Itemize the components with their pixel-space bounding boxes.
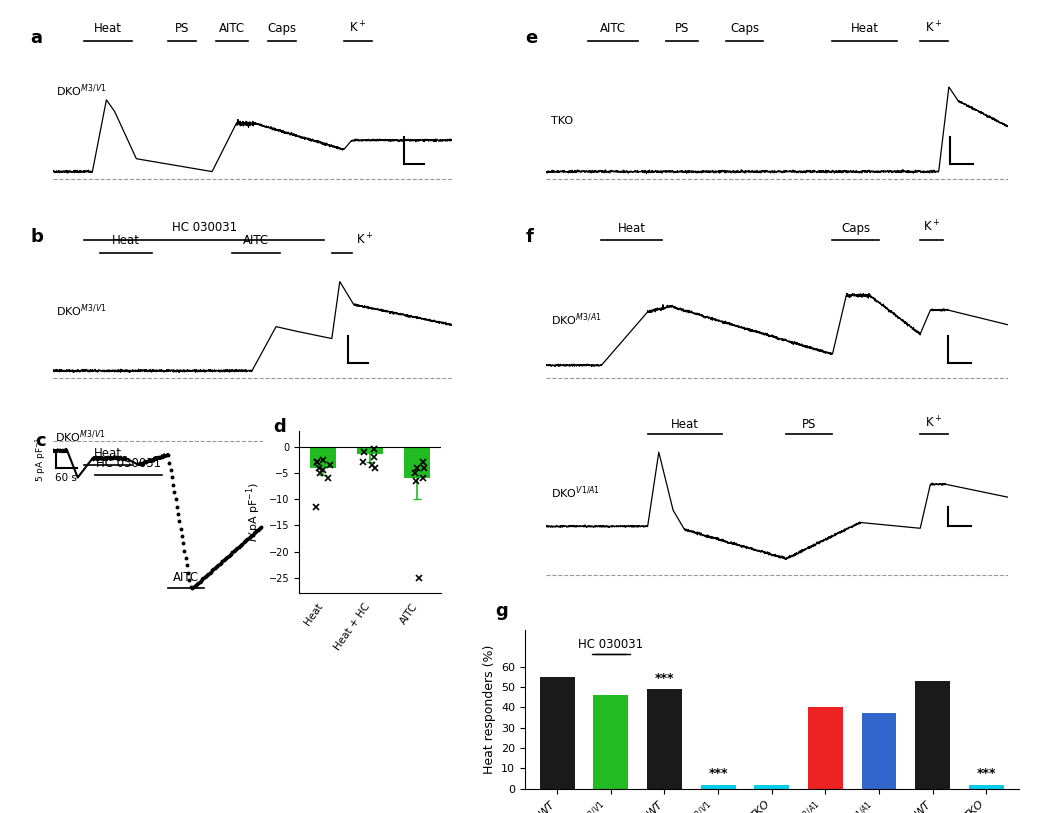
Text: K$^+$: K$^+$: [923, 220, 941, 235]
Text: PS: PS: [802, 418, 817, 431]
Text: a: a: [30, 29, 43, 47]
Text: c: c: [36, 433, 46, 450]
Text: 60 s: 60 s: [56, 473, 77, 483]
Text: ***: ***: [976, 767, 996, 780]
Bar: [862, 714, 897, 789]
Text: DKO$^{M3/A1}$: DKO$^{M3/A1}$: [550, 311, 602, 328]
Bar: [593, 695, 628, 789]
Text: ***: ***: [709, 767, 728, 780]
Bar: [540, 676, 574, 789]
Bar: [700, 785, 736, 789]
Y-axis label: Heat responders (%): Heat responders (%): [483, 645, 496, 774]
Text: AITC: AITC: [600, 23, 626, 36]
Text: 5 pA pF$^{-1}$: 5 pA pF$^{-1}$: [34, 437, 48, 482]
Text: PS: PS: [675, 23, 690, 36]
Text: HC 030031: HC 030031: [171, 220, 236, 233]
Text: DKO$^{M3/V1}$: DKO$^{M3/V1}$: [57, 82, 107, 99]
Text: HC 030031: HC 030031: [96, 458, 161, 471]
Text: Caps: Caps: [730, 23, 759, 36]
Text: K$^+$: K$^+$: [925, 415, 943, 431]
Bar: [969, 785, 1004, 789]
Text: K$^+$: K$^+$: [349, 20, 366, 36]
Text: K$^+$: K$^+$: [356, 233, 373, 247]
Bar: [754, 785, 790, 789]
Text: Caps: Caps: [841, 222, 870, 235]
Bar: [310, 446, 336, 467]
Text: PS: PS: [175, 23, 189, 36]
Text: DKO$^{M3/V1}$: DKO$^{M3/V1}$: [57, 302, 107, 320]
Text: DKO$^{M3/V1}$: DKO$^{M3/V1}$: [55, 428, 105, 445]
Text: Heat: Heat: [302, 602, 326, 628]
Text: K$^+$: K$^+$: [925, 20, 943, 36]
Text: e: e: [525, 29, 538, 47]
Text: Heat: Heat: [617, 222, 646, 235]
Text: Heat: Heat: [112, 234, 141, 247]
Bar: [357, 446, 383, 454]
Text: Caps: Caps: [268, 23, 296, 36]
Text: HC 030031: HC 030031: [579, 638, 644, 651]
Bar: [404, 446, 430, 478]
Text: Heat: Heat: [671, 418, 698, 431]
Bar: [647, 689, 681, 789]
Text: Heat: Heat: [94, 447, 122, 460]
Text: ***: ***: [655, 672, 674, 685]
Y-axis label: $I$ (pA pF$^{-1}$): $I$ (pA pF$^{-1}$): [245, 482, 264, 542]
Bar: [916, 681, 950, 789]
Text: Heat + HC: Heat + HC: [333, 602, 373, 652]
Text: b: b: [30, 228, 43, 246]
Text: Heat: Heat: [94, 23, 123, 36]
Text: Heat: Heat: [850, 23, 879, 36]
Text: d: d: [274, 418, 287, 436]
Text: DKO$^{V1/A1}$: DKO$^{V1/A1}$: [550, 485, 600, 501]
Text: AITC: AITC: [219, 23, 245, 36]
Text: f: f: [525, 228, 533, 246]
Text: AITC: AITC: [243, 234, 269, 247]
Text: g: g: [496, 602, 508, 620]
Text: AITC: AITC: [398, 602, 420, 626]
Text: TKO: TKO: [550, 115, 572, 125]
Bar: [807, 707, 843, 789]
Text: AITC: AITC: [173, 571, 198, 584]
